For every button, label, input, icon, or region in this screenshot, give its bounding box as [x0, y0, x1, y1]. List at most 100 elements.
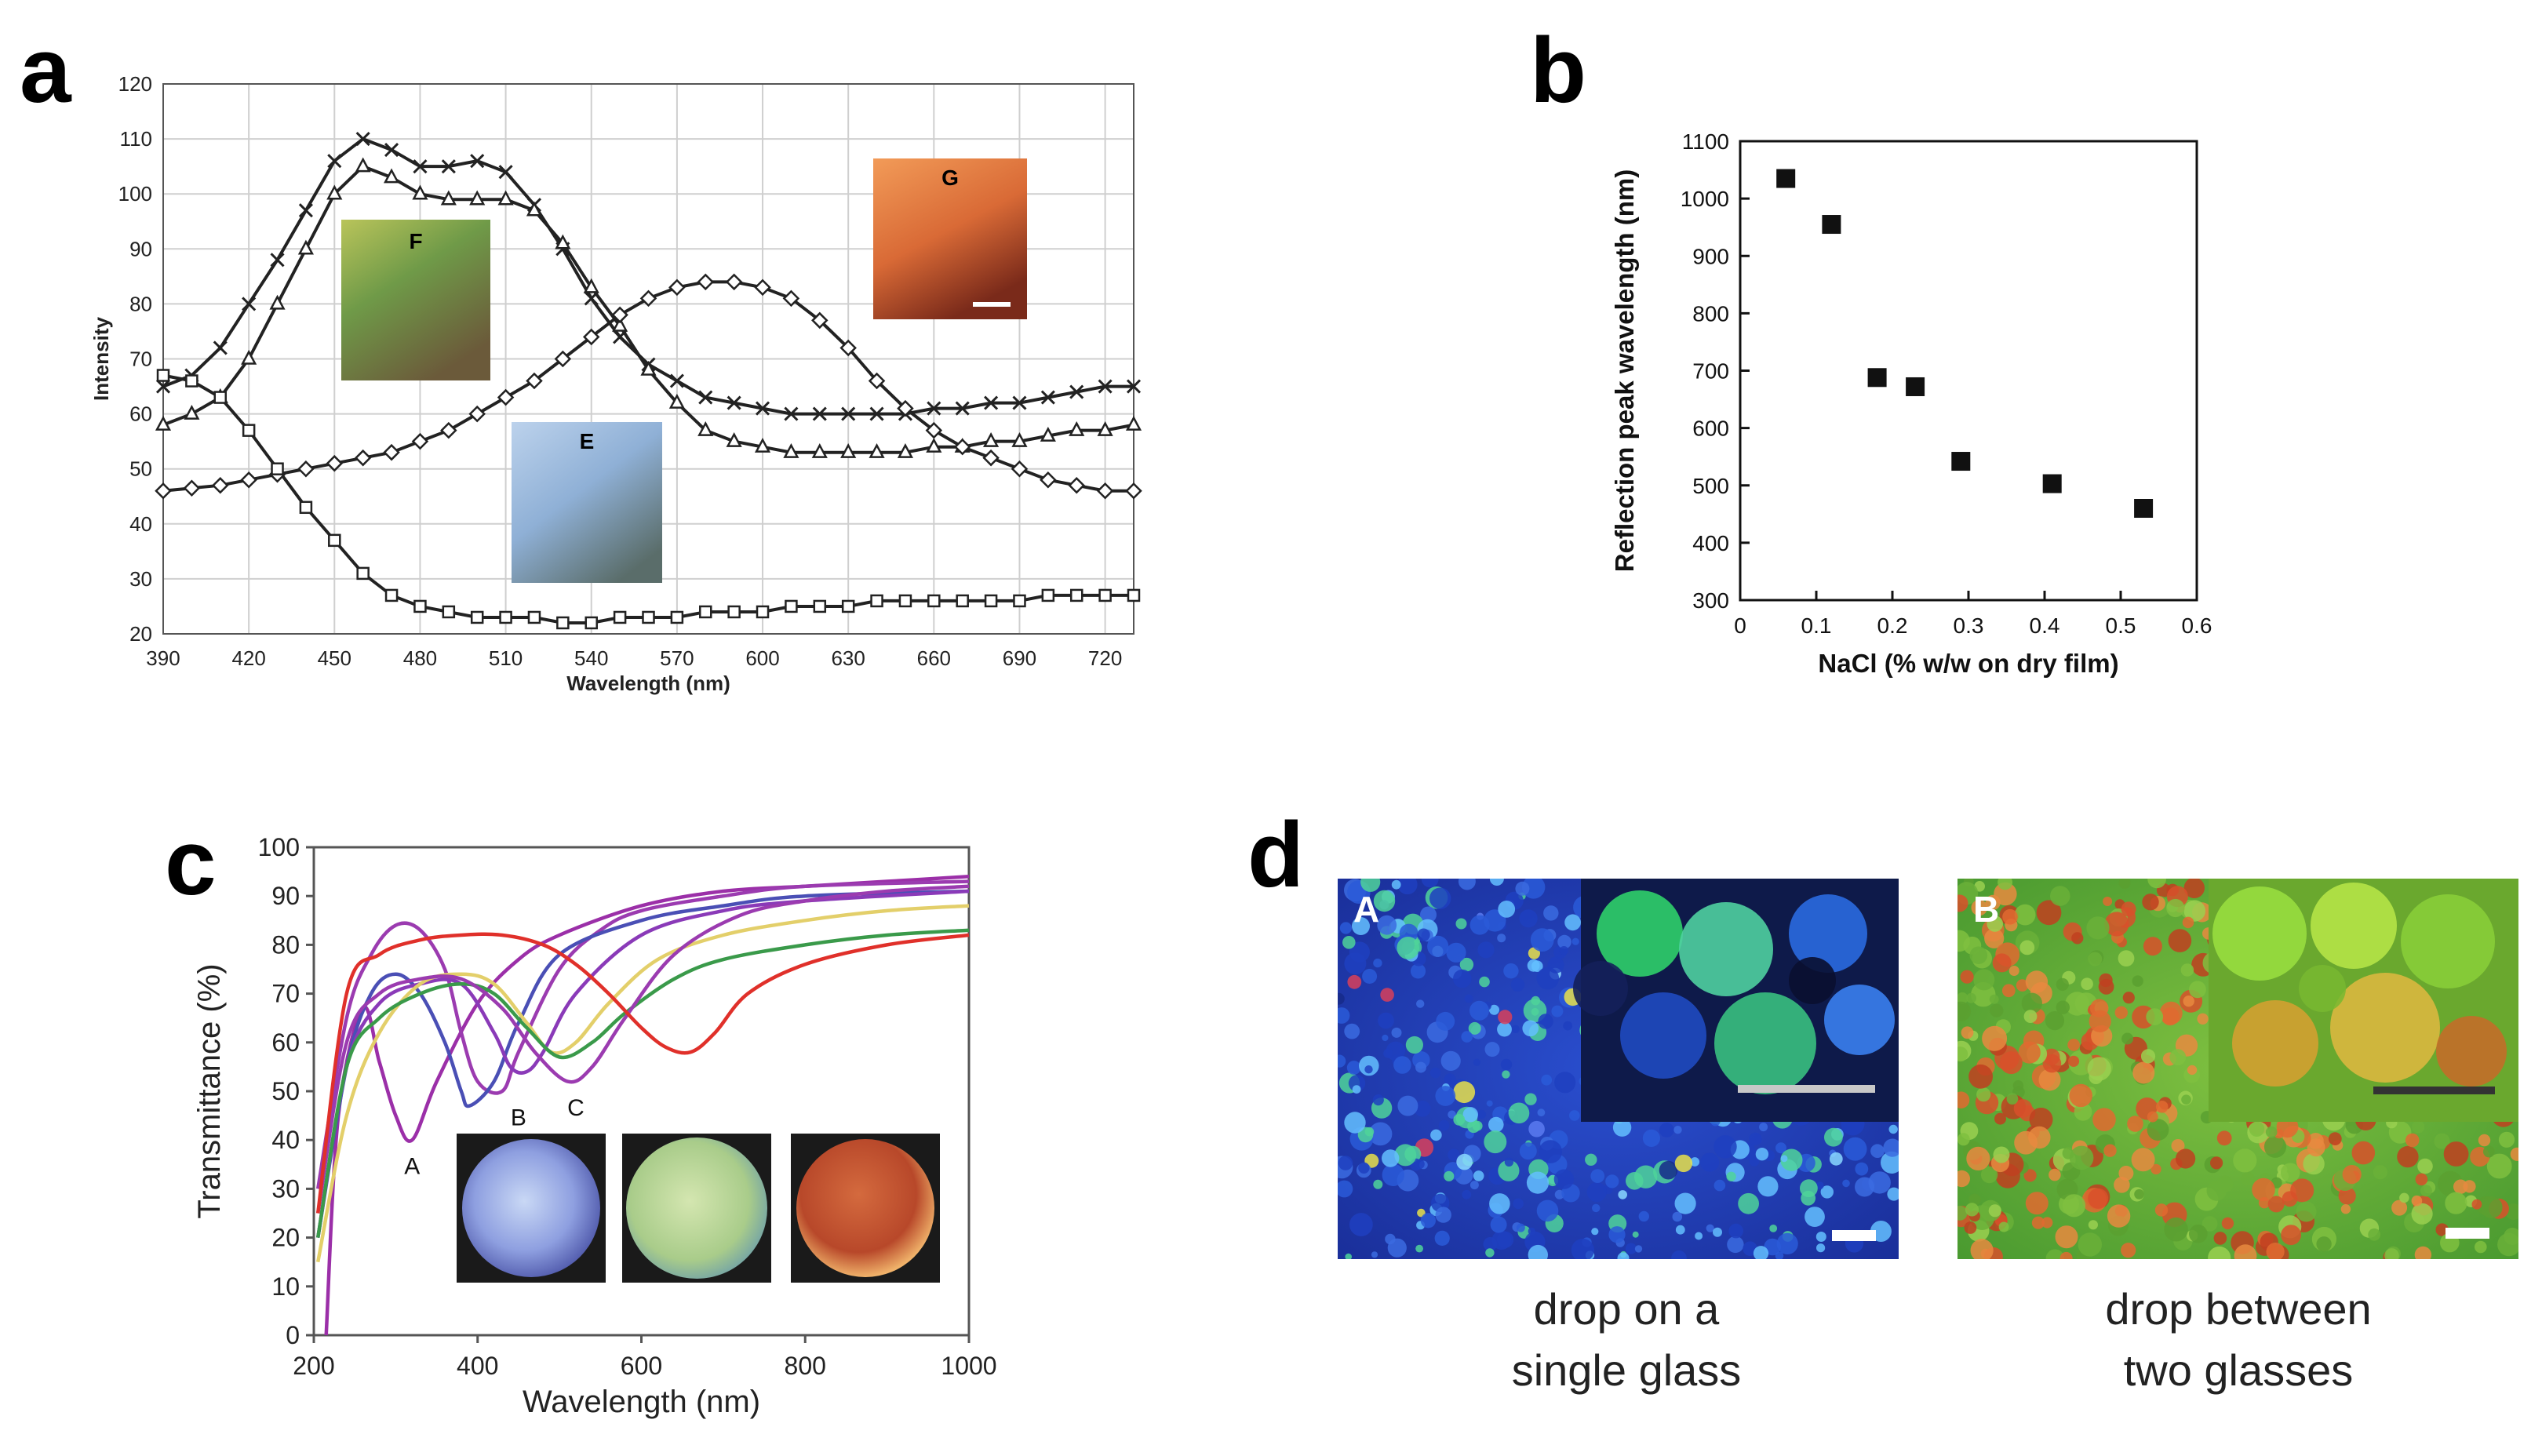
texture-grain [2103, 897, 2113, 906]
b-point [2134, 499, 2154, 518]
texture-grain [1757, 1176, 1779, 1197]
texture-grain [2045, 1249, 2065, 1259]
b-xtick-label: 0.3 [1954, 613, 1984, 638]
texture-grain [2181, 1094, 2191, 1105]
texture-grain [2486, 1153, 2512, 1179]
texture-grain [1993, 1146, 2010, 1163]
texture-grain [2143, 937, 2162, 956]
a-ytick-label: 80 [129, 292, 152, 315]
a-point-x [270, 253, 285, 268]
texture-grain [2014, 1130, 2038, 1155]
a-point-triangle [783, 443, 799, 458]
texture-grain [1675, 1225, 1685, 1235]
texture-grain [2189, 1225, 2208, 1243]
texture-grain [2121, 901, 2136, 917]
texture-grain [2114, 1177, 2130, 1193]
a-point-x [669, 373, 684, 388]
texture-grain [1672, 1211, 1683, 1222]
texture-grain [1338, 992, 1345, 1005]
texture-grain [1489, 1193, 1510, 1214]
texture-grain [1618, 1190, 1627, 1199]
texture-grain [1625, 1243, 1637, 1254]
texture-grain [1436, 1011, 1455, 1031]
texture-grain [2086, 916, 2110, 940]
texture-grain [1489, 1004, 1499, 1015]
a-point-square [585, 616, 598, 630]
texture-grain [1989, 994, 1999, 1004]
texture-grain [2265, 1126, 2278, 1138]
inset-grain [1824, 985, 1895, 1055]
texture-grain [1695, 1232, 1703, 1240]
a-point-triangle [697, 420, 714, 436]
texture-grain [1805, 1207, 1825, 1227]
texture-grain [1775, 1142, 1786, 1154]
panel-letter-a: a [20, 19, 72, 122]
texture-grain [1342, 936, 1356, 949]
texture-grain [2411, 1203, 2433, 1225]
a-point-triangle [840, 443, 857, 458]
a-point-diamond [982, 449, 1000, 467]
a-point-square [299, 500, 313, 515]
c-series-line-blue [315, 889, 970, 1238]
a-point-x [441, 159, 456, 174]
texture-grain [2206, 1181, 2227, 1201]
texture-grain [2373, 1165, 2387, 1180]
a-ytick-label: 30 [129, 567, 152, 591]
dish-photo-blue [462, 1139, 600, 1277]
texture-grain [2029, 1108, 2053, 1131]
a-xtick-label: 660 [917, 646, 951, 670]
scale-bar-g [973, 302, 1011, 307]
texture-grain [1417, 928, 1430, 941]
a-ytick-label: 70 [129, 348, 152, 371]
dish-photo-red [796, 1139, 934, 1277]
a-point-triangle [668, 393, 685, 409]
texture-grain [1414, 1100, 1431, 1117]
texture-grain [1998, 879, 2013, 890]
texture-grain [1467, 1119, 1480, 1134]
texture-grain [1988, 1204, 2001, 1218]
a-point-diamond [497, 388, 515, 406]
inset-photo-f [341, 220, 490, 380]
b-ytick-label: 800 [1692, 301, 1729, 326]
a-point-square [1127, 588, 1141, 602]
a-point-diamond [1096, 482, 1114, 500]
texture-grain [1728, 1223, 1743, 1239]
c-series-line-C [315, 884, 970, 1214]
c-annotation-A: A [404, 1154, 420, 1180]
a-point-x [812, 406, 827, 421]
a-ytick-label: 50 [129, 457, 152, 481]
b-xtick-label: 0.5 [2106, 613, 2136, 638]
texture-grain [1626, 1172, 1644, 1190]
texture-grain [2071, 932, 2084, 945]
texture-grain [1957, 894, 1968, 912]
scale-bar-b-inset [2373, 1087, 2495, 1094]
b-ytick-label: 500 [1692, 474, 1729, 498]
a-ytick-label: 120 [118, 72, 152, 96]
texture-grain [2233, 1148, 2257, 1173]
texture-grain [1564, 914, 1581, 931]
texture-grain [2098, 978, 2114, 995]
texture-grain [2089, 1010, 2111, 1032]
texture-grain [1524, 1093, 1537, 1105]
texture-grain [2146, 1008, 2164, 1025]
inset-photo-e [512, 422, 662, 583]
texture-grain [1444, 1170, 1455, 1181]
texture-grain [1489, 879, 1504, 886]
texture-grain [1612, 1118, 1632, 1137]
b-xtick-label: 0 [1734, 613, 1746, 638]
texture-grain [2351, 1141, 2376, 1165]
scale-bar-b [2445, 1228, 2489, 1239]
texture-grain [2183, 879, 2205, 898]
texture-grain [1842, 1179, 1850, 1188]
a-point-triangle [155, 415, 172, 431]
a-ytick-label: 100 [118, 182, 152, 206]
texture-grain [2134, 1188, 2145, 1199]
texture-grain [1338, 1007, 1350, 1024]
a-point-diamond [611, 306, 628, 324]
texture-grain [2443, 1141, 2469, 1167]
a-point-square [699, 605, 712, 619]
texture-grain [1435, 1207, 1451, 1223]
a-point-x [841, 406, 856, 421]
texture-grain [2062, 1194, 2086, 1218]
texture-grain [1527, 959, 1540, 972]
